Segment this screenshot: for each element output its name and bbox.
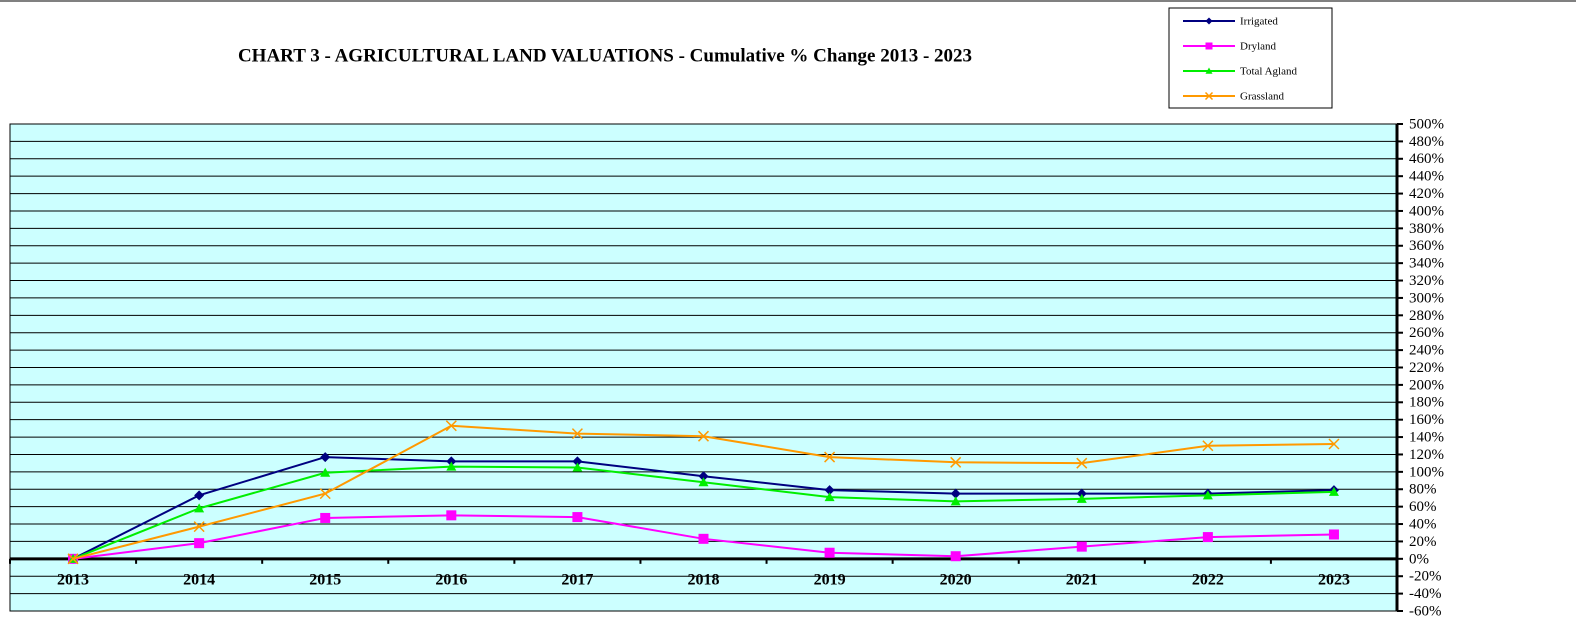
marker xyxy=(572,462,583,472)
marker xyxy=(320,467,331,477)
marker xyxy=(1205,17,1213,25)
marker xyxy=(1076,457,1088,469)
x-tick-label: 2016 xyxy=(435,571,467,588)
legend-label: Irrigated xyxy=(1240,16,1278,28)
marker xyxy=(1076,493,1087,503)
marker xyxy=(824,492,835,502)
x-tick-label: 2018 xyxy=(688,571,720,588)
x-tick-label: 2020 xyxy=(940,571,972,588)
marker xyxy=(194,490,205,501)
marker xyxy=(572,456,583,467)
x-tick-label: 2023 xyxy=(1318,571,1350,588)
legend-label: Total Agland xyxy=(1240,66,1297,78)
marker xyxy=(194,538,205,549)
y-tick-label: 0% xyxy=(1409,551,1429,567)
y-tick-label: 320% xyxy=(1409,273,1444,289)
x-tick-label: 2017 xyxy=(561,571,593,588)
marker xyxy=(824,547,835,558)
marker xyxy=(697,430,710,442)
marker xyxy=(319,488,331,500)
y-tick-label: 100% xyxy=(1409,464,1444,480)
marker xyxy=(824,485,835,496)
y-tick-label: 380% xyxy=(1409,221,1444,237)
legend-box xyxy=(1168,7,1333,109)
marker xyxy=(67,553,79,565)
marker xyxy=(1328,486,1339,496)
marker xyxy=(320,452,331,463)
legend: Irrigated Dryland Total Agland Grassland xyxy=(1168,7,1333,109)
marker xyxy=(950,496,961,506)
y-tick-label: 420% xyxy=(1409,186,1444,202)
marker xyxy=(193,521,205,533)
y-tick-label: 340% xyxy=(1409,256,1444,272)
x-tick-label: 2013 xyxy=(57,571,89,588)
y-tick-label: 440% xyxy=(1409,169,1444,185)
marker xyxy=(1205,42,1213,50)
marker xyxy=(194,503,205,513)
x-tick-label: 2019 xyxy=(814,571,846,588)
y-tick-label: 120% xyxy=(1409,447,1444,463)
y-tick-label: 260% xyxy=(1409,325,1444,341)
marker xyxy=(1328,529,1339,540)
marker xyxy=(446,456,457,467)
y-tick-label: 40% xyxy=(1409,516,1437,532)
y-tick-label: 460% xyxy=(1409,151,1444,167)
marker xyxy=(950,456,962,468)
marker xyxy=(1328,438,1340,450)
marker xyxy=(698,477,709,487)
marker xyxy=(1202,490,1213,500)
y-tick-label: 60% xyxy=(1409,499,1437,515)
y-tick-label: 400% xyxy=(1409,203,1444,219)
marker xyxy=(1204,91,1214,101)
y-tick-label: 500% xyxy=(1409,116,1444,132)
y-tick-label: -20% xyxy=(1409,569,1442,585)
marker xyxy=(824,451,836,463)
legend-label: Dryland xyxy=(1240,41,1277,53)
y-tick-label: 480% xyxy=(1409,134,1444,150)
marker xyxy=(1076,541,1087,552)
y-tick-label: 240% xyxy=(1409,343,1444,359)
x-tick-label: 2022 xyxy=(1192,571,1224,588)
y-tick-label: 140% xyxy=(1409,430,1444,446)
y-tick-label: 220% xyxy=(1409,360,1444,376)
y-tick-label: 360% xyxy=(1409,238,1444,254)
marker xyxy=(572,512,583,523)
marker xyxy=(446,461,457,471)
y-tick-label: 280% xyxy=(1409,308,1444,324)
marker xyxy=(1202,440,1214,452)
marker xyxy=(446,510,457,521)
y-tick-label: 300% xyxy=(1409,290,1444,306)
marker xyxy=(950,488,961,499)
marker xyxy=(1202,532,1213,543)
marker xyxy=(571,428,583,440)
marker xyxy=(320,512,331,523)
y-tick-label: -40% xyxy=(1409,586,1442,602)
y-tick-label: 180% xyxy=(1409,395,1444,411)
marker xyxy=(1076,488,1087,499)
marker xyxy=(950,551,961,562)
y-tick-label: 200% xyxy=(1409,377,1444,393)
legend-label: Grassland xyxy=(1240,91,1284,103)
marker xyxy=(1205,67,1213,74)
y-tick-label: -60% xyxy=(1409,603,1442,619)
y-tick-label: 160% xyxy=(1409,412,1444,428)
x-tick-label: 2014 xyxy=(183,571,215,588)
marker xyxy=(698,533,709,544)
chart-title: CHART 3 - AGRICULTURAL LAND VALUATIONS -… xyxy=(238,45,972,66)
y-tick-label: 20% xyxy=(1409,534,1437,550)
x-tick-label: 2021 xyxy=(1066,571,1098,588)
marker xyxy=(445,420,457,432)
x-tick-label: 2015 xyxy=(309,571,341,588)
y-tick-label: 80% xyxy=(1409,482,1437,498)
marker xyxy=(698,471,709,482)
